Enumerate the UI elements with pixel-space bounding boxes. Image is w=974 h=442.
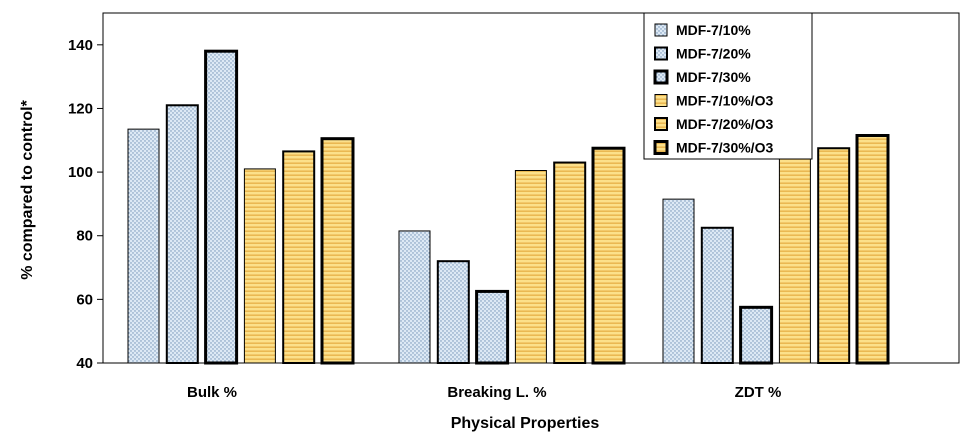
x-axis: Bulk % Breaking L. % ZDT % [187,384,781,401]
bar-2-1 [398,230,431,364]
bars [127,49,890,365]
legend-swatch [654,94,668,107]
legend-label: MDF-7/30% [676,69,751,85]
bar-3-4 [778,154,811,364]
bar-3-3 [739,305,774,365]
legend-label: MDF-7/20% [676,46,751,62]
bar-2-2 [436,260,470,365]
legend-swatch [654,23,668,37]
y-tick-label: 80 [76,228,93,245]
legend-label: MDF-7/10% [676,22,751,38]
bar-1-3 [204,49,239,365]
x-axis-title: Physical Properties [451,415,600,432]
bar-2-6 [591,146,626,365]
y-tick-label: 140 [68,37,93,54]
y-tick-label: 40 [76,355,93,372]
bar-2-5 [553,161,587,364]
bar-1-2 [165,104,199,364]
y-tick-label: 120 [68,100,93,117]
legend-label: MDF-7/20%/O3 [676,116,773,132]
bar-3-1 [662,198,695,364]
bar-1-4 [243,168,276,364]
bar-1-6 [320,137,355,365]
bar-3-2 [700,226,734,364]
bar-2-3 [475,289,510,365]
legend-swatch [653,140,669,155]
y-tick-label: 60 [76,291,93,308]
legend-swatch [653,69,669,85]
x-tick-label: Breaking L. % [447,384,546,401]
x-tick-label: ZDT % [735,384,782,401]
y-axis-title: % compared to control* [19,99,36,279]
bar-3-5 [817,147,851,364]
bar-3-6 [855,134,890,365]
x-tick-label: Bulk % [187,384,237,401]
legend-box [643,12,813,160]
legend-label: MDF-7/10%/O3 [676,93,773,109]
bar-2-4 [514,170,547,364]
y-tick-label: 100 [68,164,93,181]
bar-1-1 [127,128,160,364]
legend-label: MDF-7/30%/O3 [676,140,773,156]
y-axis: 40 60 80 100 120 140 [68,37,103,372]
legend-swatch [654,46,668,61]
legend-swatch [654,117,668,131]
bar-1-5 [282,150,316,364]
legend: MDF-7/10% MDF-7/20% MDF-7/30% MDF-7/10%/O3 M… [643,12,813,160]
